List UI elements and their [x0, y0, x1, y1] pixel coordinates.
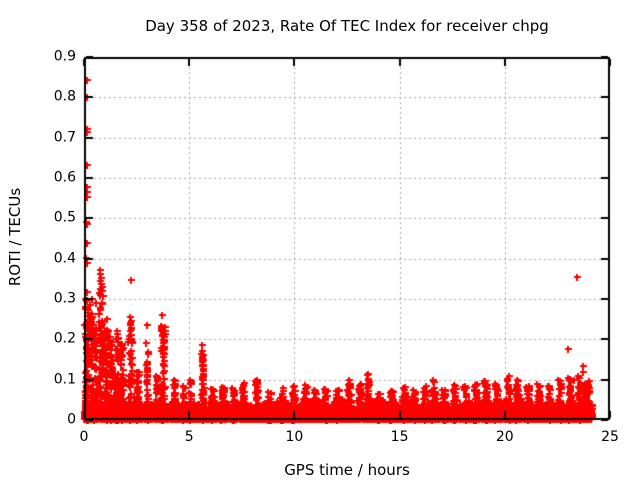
y-tick-label: 0.9: [53, 48, 76, 65]
y-tick-label: 0.3: [53, 290, 76, 307]
y-tick-label: 0.6: [53, 169, 76, 186]
y-axis-label: ROTI / TECUs: [6, 187, 24, 287]
x-tick-label: 0: [79, 429, 89, 445]
y-tick-label: 0.4: [53, 249, 76, 266]
y-tick-label: 0.1: [53, 370, 76, 387]
y-tick-label: 0.8: [53, 88, 76, 105]
plot-area: [80, 53, 614, 424]
x-tick-label: 25: [601, 429, 619, 445]
y-tick-label: 0.5: [53, 209, 76, 226]
x-tick-label: 10: [285, 429, 304, 445]
y-tick-label: 0.7: [53, 128, 76, 145]
x-axis-label: GPS time / hours: [284, 461, 410, 479]
x-tick-label: 15: [390, 429, 409, 445]
x-tick-label: 5: [184, 429, 194, 445]
chart-title: Day 358 of 2023, Rate Of TEC Index for r…: [145, 17, 549, 35]
x-tick-label: 20: [495, 429, 514, 445]
y-tick-label: 0: [67, 411, 76, 428]
y-tick-label: 0.2: [53, 330, 76, 347]
